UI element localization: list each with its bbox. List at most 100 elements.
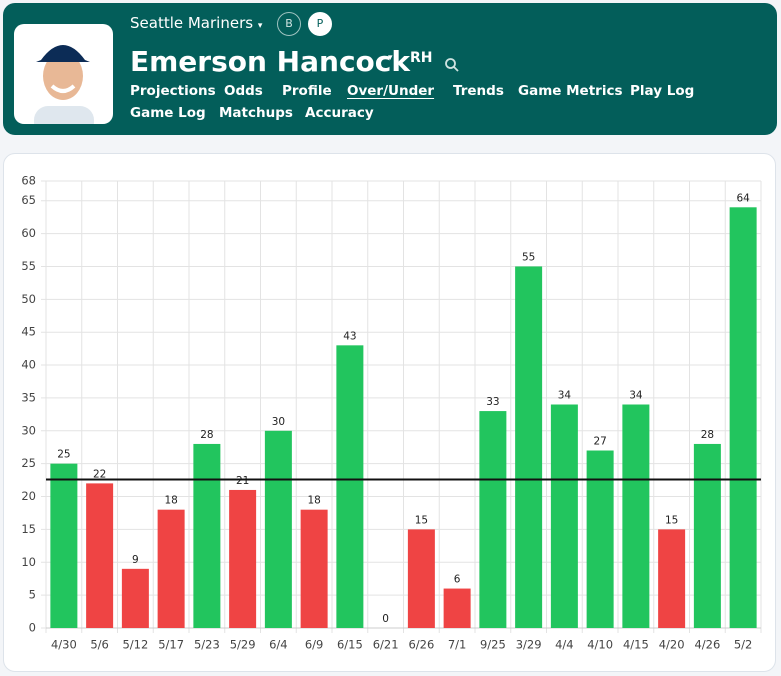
x-tick-label: 5/12 [122, 638, 148, 652]
bar [586, 450, 614, 628]
smile [50, 84, 76, 93]
y-tick-label: 68 [21, 174, 36, 188]
nav-tab[interactable]: Game Log [130, 105, 206, 121]
value-label: 28 [701, 429, 714, 441]
bar [300, 509, 328, 628]
x-tick-label: 3/29 [516, 638, 542, 652]
value-label: 0 [382, 613, 389, 625]
value-label: 28 [200, 429, 213, 441]
nav-tab[interactable]: Play Log [630, 83, 695, 99]
nav-tab[interactable]: Profile [282, 83, 332, 99]
cap [36, 45, 90, 62]
y-tick-label: 65 [21, 193, 36, 207]
x-tick-label: 5/23 [194, 638, 220, 652]
x-tick-label: 6/4 [269, 638, 288, 652]
value-label: 21 [236, 475, 249, 487]
nav-tab[interactable]: Matchups [219, 105, 293, 121]
toggle-button[interactable]: B [277, 12, 301, 36]
nav-tab[interactable]: Game Metrics [518, 83, 623, 99]
bar [229, 489, 257, 628]
bar [515, 266, 543, 628]
value-label: 30 [272, 416, 285, 428]
value-label: 15 [415, 514, 428, 526]
x-tick-label: 4/20 [659, 638, 685, 652]
y-tick-label: 40 [21, 358, 36, 372]
player-name: Emerson Hancock [130, 45, 410, 78]
player-dropdown[interactable]: ▾ [388, 53, 393, 63]
toggle-button[interactable]: P [308, 12, 332, 36]
bar [658, 529, 686, 628]
x-tick-label: 5/6 [90, 638, 109, 652]
player-photo [14, 24, 113, 124]
search-icon[interactable] [444, 57, 460, 73]
value-label: 27 [593, 436, 606, 448]
bar [479, 411, 507, 628]
chart-card: 0 5 10 15 20 25 30 35 40 45 50 55 60 65 68 4/30 25 5/6 22 5… [3, 153, 776, 672]
nav-tab[interactable]: Over/Under [347, 83, 435, 99]
value-label: 22 [93, 468, 106, 480]
y-tick-label: 35 [21, 390, 36, 404]
x-tick-label: 4/10 [587, 638, 613, 652]
bar [336, 345, 364, 628]
nav-tab[interactable]: Odds [224, 83, 263, 99]
y-tick-label: 50 [21, 292, 36, 306]
value-label: 64 [736, 192, 750, 204]
x-tick-label: 6/9 [305, 638, 324, 652]
nav-tab[interactable]: Projections [130, 83, 216, 99]
bar [193, 443, 221, 628]
x-tick-label: 5/2 [734, 638, 753, 652]
y-tick-label: 25 [21, 456, 36, 470]
x-tick-label: 4/30 [51, 638, 77, 652]
bar [264, 430, 292, 628]
y-tick-label: 10 [21, 555, 36, 569]
x-tick-label: 9/25 [480, 638, 506, 652]
bar [407, 529, 435, 628]
x-tick-label: 6/21 [373, 638, 399, 652]
team-name[interactable]: Seattle Mariners [130, 14, 254, 32]
chart: 05101520253035404550556065684/30255/6225… [21, 174, 762, 652]
x-tick-label: 4/26 [694, 638, 720, 652]
bar [50, 463, 78, 628]
bar [550, 404, 578, 628]
x-tick-label: 5/29 [230, 638, 256, 652]
y-tick-label: 55 [21, 259, 36, 273]
y-tick-label: 30 [21, 423, 36, 437]
value-label: 18 [307, 495, 320, 507]
value-label: 9 [132, 554, 139, 566]
x-tick-label: 4/15 [623, 638, 649, 652]
value-label: 55 [522, 251, 535, 263]
x-tick-label: 5/17 [158, 638, 184, 652]
bar [622, 404, 650, 628]
value-label: 34 [629, 390, 643, 402]
y-tick-label: 60 [21, 226, 36, 240]
bar [157, 509, 185, 628]
shirt [34, 106, 94, 124]
y-tick-label: 15 [21, 522, 36, 536]
value-label: 34 [558, 390, 572, 402]
x-tick-label: 4/4 [555, 638, 574, 652]
team-selector[interactable]: Seattle Mariners ▾ [130, 14, 263, 32]
value-label: 33 [486, 396, 499, 408]
nav-tab[interactable]: Trends [453, 83, 504, 99]
x-tick-label: 6/15 [337, 638, 363, 652]
value-label: 15 [665, 514, 678, 526]
bar [729, 207, 757, 628]
x-tick-label: 7/1 [448, 638, 467, 652]
value-label: 18 [164, 495, 177, 507]
nav-tab[interactable]: Accuracy [305, 105, 374, 121]
value-label: 25 [57, 449, 70, 461]
bar [121, 568, 149, 628]
y-tick-label: 45 [21, 325, 36, 339]
bar [86, 483, 114, 628]
avatar [34, 45, 94, 124]
bar [693, 443, 721, 628]
value-label: 6 [454, 574, 461, 586]
x-tick-label: 6/26 [408, 638, 434, 652]
value-label: 43 [343, 330, 356, 342]
y-tick-label: 20 [21, 489, 36, 503]
y-tick-label: 0 [29, 621, 36, 635]
y-tick-label: 5 [29, 588, 36, 602]
handedness: RH [410, 50, 433, 66]
